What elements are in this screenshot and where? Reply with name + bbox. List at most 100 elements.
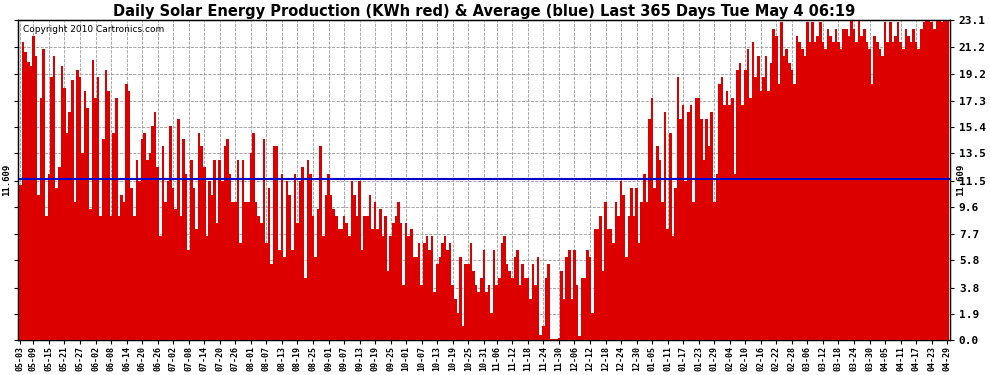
Bar <box>711 112 713 340</box>
Bar <box>312 216 314 340</box>
Bar <box>245 202 247 340</box>
Bar <box>384 216 387 340</box>
Text: Copyright 2010 Cartronics.com: Copyright 2010 Cartronics.com <box>23 25 163 34</box>
Bar <box>501 243 503 340</box>
Bar <box>876 42 878 340</box>
Bar <box>472 271 475 340</box>
Bar <box>144 132 146 340</box>
Bar <box>60 66 63 340</box>
Bar <box>511 278 514 340</box>
Text: 11.609: 11.609 <box>956 164 965 196</box>
Bar <box>623 195 625 340</box>
Bar <box>798 42 801 340</box>
Bar <box>543 326 545 340</box>
Bar <box>628 216 630 340</box>
Bar <box>89 209 92 340</box>
Bar <box>156 167 159 340</box>
Bar <box>421 285 423 340</box>
Bar <box>506 264 509 340</box>
Bar <box>229 174 232 340</box>
Bar <box>943 15 945 340</box>
Bar <box>22 42 25 340</box>
Bar <box>552 339 555 340</box>
Bar <box>832 42 835 340</box>
Bar <box>25 52 27 340</box>
Bar <box>527 278 529 340</box>
Bar <box>280 174 283 340</box>
Bar <box>661 202 663 340</box>
Bar <box>182 140 185 340</box>
Bar <box>86 108 89 340</box>
Bar <box>835 28 838 340</box>
Bar <box>273 146 275 340</box>
Bar <box>819 22 822 340</box>
Bar <box>945 15 948 340</box>
Bar <box>509 271 511 340</box>
Bar <box>576 285 578 340</box>
Bar <box>397 202 400 340</box>
Bar <box>873 36 876 340</box>
Bar <box>136 160 139 340</box>
Bar <box>591 313 594 340</box>
Bar <box>462 326 464 340</box>
Bar <box>172 188 174 340</box>
Bar <box>408 236 410 340</box>
Bar <box>742 105 744 340</box>
Bar <box>395 216 397 340</box>
Bar <box>830 36 832 340</box>
Bar <box>778 84 780 340</box>
Bar <box>405 222 408 340</box>
Bar <box>724 105 726 340</box>
Bar <box>115 98 118 340</box>
Bar <box>560 271 562 340</box>
Bar <box>94 98 97 340</box>
Bar <box>353 195 355 340</box>
Bar <box>772 28 775 340</box>
Bar <box>299 181 301 340</box>
Bar <box>200 146 203 340</box>
Bar <box>107 91 110 340</box>
Bar <box>868 50 871 340</box>
Bar <box>126 84 128 340</box>
Bar <box>809 42 812 340</box>
Bar <box>185 174 187 340</box>
Bar <box>283 257 286 340</box>
Bar <box>537 257 540 340</box>
Bar <box>48 174 50 340</box>
Bar <box>446 250 448 340</box>
Bar <box>817 36 819 340</box>
Bar <box>350 181 353 340</box>
Bar <box>146 160 148 340</box>
Bar <box>366 216 368 340</box>
Bar <box>392 222 395 340</box>
Bar <box>467 264 469 340</box>
Bar <box>757 56 759 340</box>
Bar <box>429 250 431 340</box>
Bar <box>309 174 312 340</box>
Bar <box>469 243 472 340</box>
Bar <box>783 56 785 340</box>
Bar <box>638 243 641 340</box>
Bar <box>434 292 436 340</box>
Bar <box>376 230 379 340</box>
Bar <box>112 132 115 340</box>
Bar <box>881 56 884 340</box>
Bar <box>658 160 661 340</box>
Bar <box>827 28 830 340</box>
Bar <box>671 236 674 340</box>
Bar <box>641 202 644 340</box>
Bar <box>700 118 703 340</box>
Bar <box>71 80 73 340</box>
Text: 11.609: 11.609 <box>2 164 11 196</box>
Bar <box>177 118 179 340</box>
Bar <box>759 91 762 340</box>
Bar <box>570 299 573 340</box>
Bar <box>288 195 291 340</box>
Bar <box>633 216 636 340</box>
Bar <box>562 299 565 340</box>
Bar <box>55 188 58 340</box>
Bar <box>744 70 746 340</box>
Bar <box>475 285 477 340</box>
Bar <box>270 264 273 340</box>
Bar <box>195 230 198 340</box>
